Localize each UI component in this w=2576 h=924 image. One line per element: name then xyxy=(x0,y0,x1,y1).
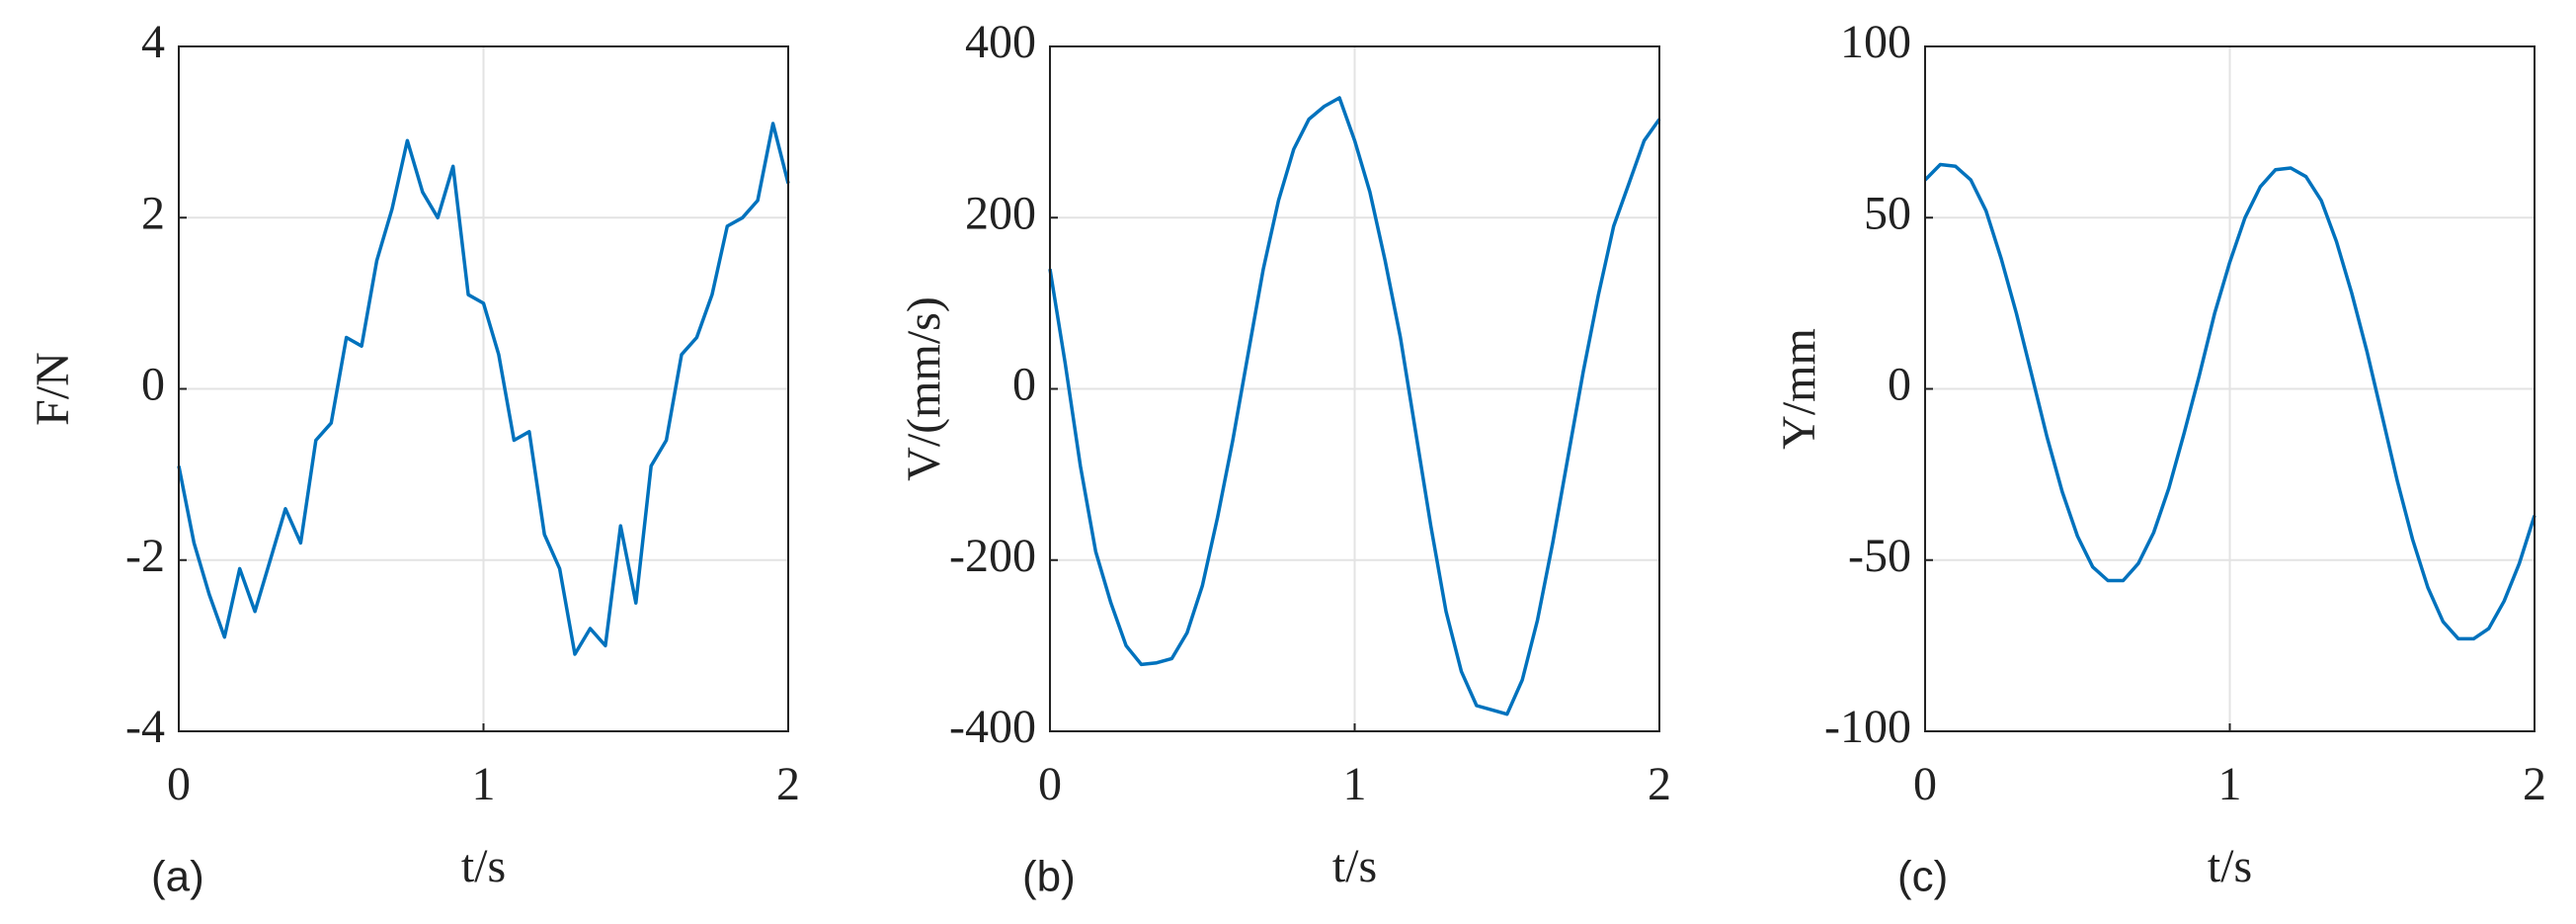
axes-frame xyxy=(1049,45,1660,732)
y-tick-label: 4 xyxy=(141,16,165,68)
x-axis-label: t/s xyxy=(1332,840,1377,892)
panel-label: (a) xyxy=(151,853,204,901)
y-tick-label: 50 xyxy=(1864,187,1911,239)
panel-label: (b) xyxy=(1022,853,1076,901)
x-tick-label: 1 xyxy=(472,758,496,810)
y-tick-label: -4 xyxy=(125,701,165,753)
y-tick-label: -100 xyxy=(1824,701,1911,753)
x-tick-label: 0 xyxy=(1913,758,1937,810)
y-axis-label: Y/mm xyxy=(1773,328,1825,450)
y-axis-label: F/N xyxy=(27,352,79,426)
y-tick-label: 400 xyxy=(965,16,1036,68)
x-tick-label: 2 xyxy=(776,758,800,810)
x-axis-label: t/s xyxy=(461,840,506,892)
axes-frame xyxy=(178,45,789,732)
y-tick-label: 100 xyxy=(1840,16,1911,68)
x-tick-label: 2 xyxy=(1648,758,1671,810)
y-tick-label: -400 xyxy=(949,701,1036,753)
y-tick-label: -2 xyxy=(125,530,165,582)
x-axis-label: t/s xyxy=(2208,840,2252,892)
x-tick-label: 2 xyxy=(2523,758,2546,810)
y-tick-label: -50 xyxy=(1848,530,1911,582)
y-axis-label: V/(mm/s) xyxy=(898,296,950,481)
data-line xyxy=(1048,96,1661,716)
y-tick-label: 0 xyxy=(1888,359,1911,411)
x-tick-label: 0 xyxy=(167,758,191,810)
axes-frame xyxy=(1924,45,2536,732)
y-tick-label: 0 xyxy=(1012,359,1036,411)
y-tick-label: 2 xyxy=(141,187,165,239)
y-tick-label: 200 xyxy=(965,187,1036,239)
x-tick-label: 1 xyxy=(1343,758,1367,810)
x-tick-label: 0 xyxy=(1038,758,1062,810)
data-line xyxy=(1923,162,2536,641)
data-line xyxy=(177,122,790,656)
panel-label: (c) xyxy=(1897,853,1948,901)
y-tick-label: -200 xyxy=(949,530,1036,582)
y-tick-label: 0 xyxy=(141,359,165,411)
x-tick-label: 1 xyxy=(2218,758,2242,810)
